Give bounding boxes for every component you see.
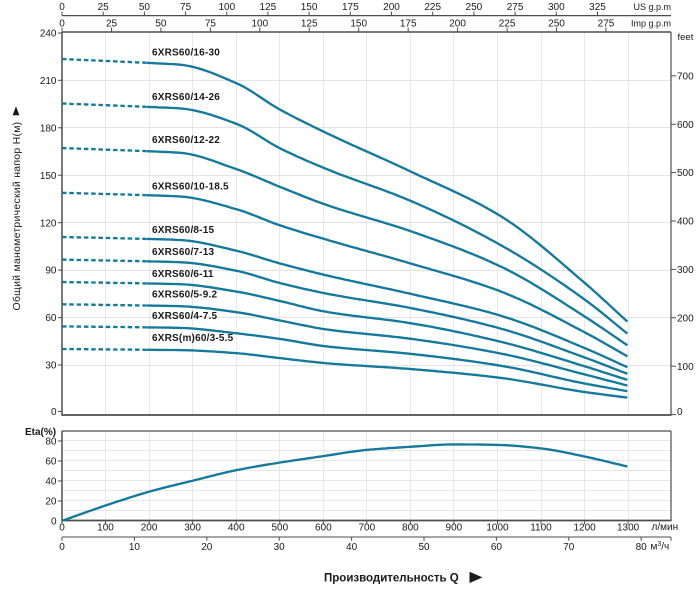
svg-text:200: 200 xyxy=(677,313,694,324)
svg-text:600: 600 xyxy=(677,120,694,131)
svg-text:250: 250 xyxy=(548,18,565,29)
svg-text:6XRS60/6-11: 6XRS60/6-11 xyxy=(152,269,214,280)
svg-text:500: 500 xyxy=(271,522,288,533)
svg-text:Производительность Q: Производительность Q xyxy=(324,573,459,585)
svg-text:100: 100 xyxy=(97,522,114,533)
svg-text:0: 0 xyxy=(59,18,65,29)
svg-text:м3/ч: м3/ч xyxy=(651,541,670,553)
svg-text:75: 75 xyxy=(180,2,192,13)
svg-text:100: 100 xyxy=(218,2,235,13)
svg-text:175: 175 xyxy=(400,18,417,29)
svg-text:1300: 1300 xyxy=(617,522,640,533)
svg-text:0: 0 xyxy=(677,407,683,418)
svg-text:30: 30 xyxy=(45,361,57,372)
svg-text:6XRS60/14-26: 6XRS60/14-26 xyxy=(152,92,220,103)
svg-text:Imp g.p.m: Imp g.p.m xyxy=(631,18,671,28)
svg-text:50: 50 xyxy=(418,542,430,553)
svg-text:6XRS60/5-9.2: 6XRS60/5-9.2 xyxy=(152,290,217,301)
svg-text:20: 20 xyxy=(201,542,213,553)
svg-text:90: 90 xyxy=(45,266,57,277)
svg-text:6XRS60/8-15: 6XRS60/8-15 xyxy=(152,225,214,236)
svg-text:25: 25 xyxy=(98,2,110,13)
svg-text:275: 275 xyxy=(598,18,615,29)
svg-text:60: 60 xyxy=(45,313,57,324)
svg-text:300: 300 xyxy=(677,265,694,276)
svg-text:600: 600 xyxy=(315,522,332,533)
svg-text:Общий манометрический напор Н(: Общий манометрический напор Н(м) xyxy=(11,122,23,311)
svg-text:6XRS60/4-7.5: 6XRS60/4-7.5 xyxy=(152,311,217,322)
svg-text:30: 30 xyxy=(274,542,286,553)
svg-text:0: 0 xyxy=(51,407,57,418)
svg-text:275: 275 xyxy=(507,2,524,13)
svg-text:125: 125 xyxy=(301,18,318,29)
svg-text:175: 175 xyxy=(342,2,359,13)
svg-text:40: 40 xyxy=(45,477,57,488)
svg-text:0: 0 xyxy=(59,542,65,553)
svg-text:300: 300 xyxy=(184,522,201,533)
svg-text:feet: feet xyxy=(678,32,694,43)
svg-text:200: 200 xyxy=(141,522,158,533)
svg-text:6XRS(m)60/3-5.5: 6XRS(m)60/3-5.5 xyxy=(152,333,234,344)
svg-text:100: 100 xyxy=(677,362,694,373)
svg-text:1000: 1000 xyxy=(486,522,509,533)
svg-text:700: 700 xyxy=(677,71,694,82)
svg-text:120: 120 xyxy=(40,218,57,229)
svg-text:150: 150 xyxy=(40,171,57,182)
svg-text:US g.p.m: US g.p.m xyxy=(633,2,671,12)
svg-text:6XRS60/7-13: 6XRS60/7-13 xyxy=(152,247,214,258)
svg-text:1100: 1100 xyxy=(530,522,552,533)
svg-text:1200: 1200 xyxy=(573,522,596,533)
svg-text:125: 125 xyxy=(260,2,277,13)
svg-text:6XRS60/10-18.5: 6XRS60/10-18.5 xyxy=(152,182,229,193)
svg-text:400: 400 xyxy=(228,522,245,533)
svg-text:6XRS60/12-22: 6XRS60/12-22 xyxy=(152,135,220,146)
svg-text:225: 225 xyxy=(499,18,516,29)
svg-text:50: 50 xyxy=(155,18,167,29)
svg-text:200: 200 xyxy=(449,18,466,29)
svg-text:80: 80 xyxy=(45,437,57,448)
svg-text:0: 0 xyxy=(59,522,65,533)
svg-text:200: 200 xyxy=(383,2,400,13)
svg-text:180: 180 xyxy=(40,123,57,134)
svg-text:6XRS60/16-30: 6XRS60/16-30 xyxy=(152,48,220,59)
svg-text:210: 210 xyxy=(40,76,57,87)
svg-text:800: 800 xyxy=(402,522,419,533)
svg-text:25: 25 xyxy=(106,18,118,29)
svg-text:Eta(%): Eta(%) xyxy=(25,427,56,438)
svg-text:700: 700 xyxy=(358,522,375,533)
svg-text:0: 0 xyxy=(51,517,57,528)
svg-text:80: 80 xyxy=(636,542,648,553)
svg-text:150: 150 xyxy=(350,18,367,29)
svg-text:500: 500 xyxy=(677,168,694,179)
svg-text:900: 900 xyxy=(446,522,463,533)
svg-text:0: 0 xyxy=(59,2,65,13)
svg-text:10: 10 xyxy=(129,542,141,553)
svg-text:250: 250 xyxy=(466,2,483,13)
svg-text:70: 70 xyxy=(563,542,575,553)
svg-text:225: 225 xyxy=(424,2,441,13)
svg-text:100: 100 xyxy=(251,18,268,29)
svg-text:300: 300 xyxy=(548,2,565,13)
svg-text:75: 75 xyxy=(205,18,217,29)
svg-text:л/мин: л/мин xyxy=(652,522,679,533)
svg-text:60: 60 xyxy=(491,542,503,553)
svg-text:400: 400 xyxy=(677,217,694,228)
svg-text:325: 325 xyxy=(589,2,606,13)
svg-text:150: 150 xyxy=(301,2,318,13)
svg-text:240: 240 xyxy=(40,29,57,40)
svg-text:40: 40 xyxy=(346,542,358,553)
svg-text:50: 50 xyxy=(139,2,151,13)
svg-text:20: 20 xyxy=(45,497,57,508)
svg-text:60: 60 xyxy=(45,457,57,468)
